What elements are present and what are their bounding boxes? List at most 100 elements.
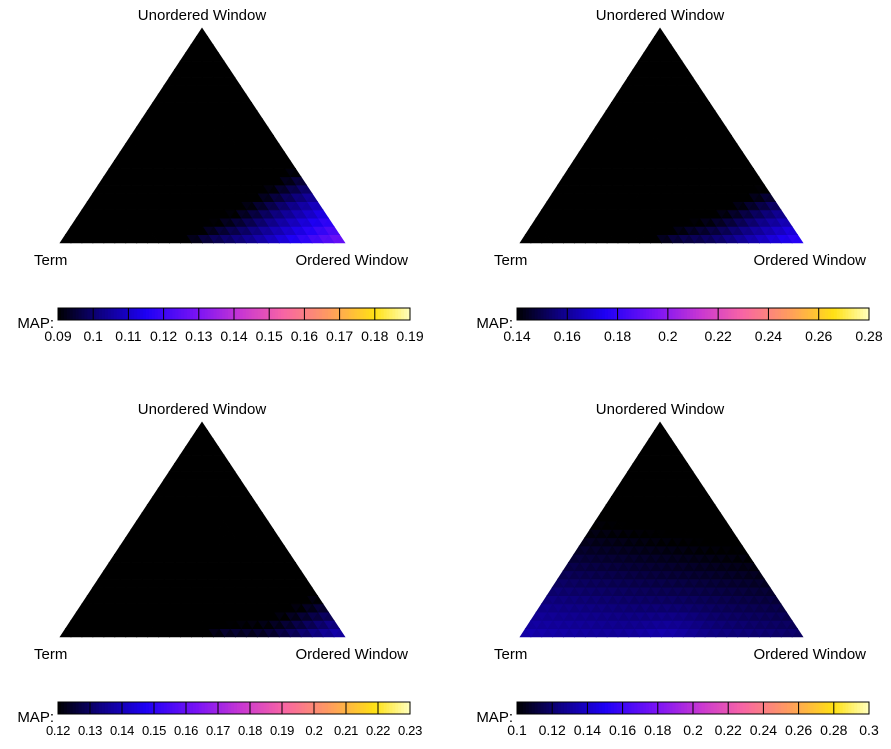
colorbar-segment — [672, 308, 676, 320]
colorbar-segment — [181, 702, 185, 714]
heatmap-cell — [75, 209, 88, 219]
colorbar-segment — [552, 702, 556, 714]
colorbar-segment — [572, 308, 577, 320]
colorbar-segment — [286, 308, 291, 320]
colorbar-segment — [813, 308, 817, 320]
colorbar-segment — [663, 308, 668, 320]
colorbar-segment — [239, 308, 244, 320]
colorbar-segment — [731, 308, 735, 320]
colorbar-segment — [845, 308, 850, 320]
colorbar-segment — [407, 702, 411, 714]
colorbar-segment — [143, 308, 147, 320]
colorbar-tick-label: 0.2 — [683, 722, 703, 738]
colorbar-segment — [602, 308, 606, 320]
colorbar-segment — [789, 702, 794, 714]
colorbar-segment — [93, 702, 97, 714]
colorbar-segment — [678, 308, 682, 320]
heatmap-cell — [643, 437, 656, 448]
heatmap-cell — [174, 454, 187, 464]
colorbar-segment — [363, 308, 367, 320]
colorbar-segment — [169, 702, 173, 714]
colorbar-segment — [280, 702, 285, 714]
heatmap-cell — [92, 578, 105, 588]
colorbar-segment — [616, 308, 621, 320]
heatmap-cells — [519, 421, 804, 638]
heatmap-cell — [648, 429, 661, 439]
colorbar-segment — [757, 308, 762, 320]
colorbar-segment — [572, 702, 577, 714]
colorbar-segment — [734, 308, 738, 320]
colorbar-segment — [628, 702, 632, 714]
colorbar-segment — [555, 308, 559, 320]
colorbar-segment — [330, 702, 335, 714]
colorbar-segment — [754, 308, 759, 320]
colorbar-segment — [72, 308, 77, 320]
colorbar-segment — [801, 308, 806, 320]
colorbar-tick-label: 0.2 — [658, 328, 678, 344]
colorbar-segment — [836, 702, 841, 714]
colorbar-segment — [298, 702, 303, 714]
heatmap-cell — [190, 429, 203, 439]
colorbar-segment — [304, 308, 308, 320]
colorbar-segment — [72, 702, 77, 714]
colorbar-segment — [292, 308, 297, 320]
heatmap-cell — [75, 603, 88, 613]
colorbar-tick-label: 0.23 — [398, 723, 422, 738]
colorbar-segment — [289, 702, 294, 714]
colorbar-segment — [351, 702, 355, 714]
colorbar-segment — [566, 308, 571, 320]
colorbar-segment — [78, 308, 83, 320]
colorbar-segment — [651, 702, 656, 714]
colorbar-segment — [84, 308, 88, 320]
heatmap-cell — [524, 619, 537, 630]
colorbar-segment — [351, 308, 355, 320]
colorbar-segment — [540, 702, 544, 714]
colorbar-segment — [122, 308, 127, 320]
heatmap-cell — [92, 184, 105, 194]
heatmap-cell — [179, 52, 192, 62]
colorbar-segment — [813, 702, 817, 714]
colorbar-segment — [754, 702, 759, 714]
colorbar-segment — [93, 308, 97, 320]
heatmap-cell — [605, 495, 618, 505]
colorbar-segment — [789, 308, 794, 320]
colorbar-segment — [672, 702, 676, 714]
colorbar-segment — [386, 308, 391, 320]
colorbar-segment — [266, 308, 270, 320]
colorbar-segment — [58, 702, 62, 714]
colorbar-segment — [522, 308, 527, 320]
colorbar-segment — [742, 308, 747, 320]
colorbar-segment — [775, 308, 779, 320]
colorbar-tick-label: 0.14 — [220, 328, 247, 344]
heatmap-cell — [174, 60, 187, 70]
colorbar-segment — [392, 308, 396, 320]
colorbar-segment — [154, 308, 159, 320]
colorbar-segment — [96, 308, 100, 320]
heatmap-cell — [562, 168, 575, 178]
colorbar-segment — [786, 702, 791, 714]
colorbar-segment — [234, 308, 238, 320]
heatmap-cell — [594, 118, 607, 128]
colorbar-segment — [525, 702, 530, 714]
colorbar-segment — [531, 308, 536, 320]
heatmap-cell — [610, 487, 623, 497]
colorbar-segment — [383, 702, 388, 714]
colorbar-segment — [739, 702, 744, 714]
colorbar-segment — [695, 702, 700, 714]
colorbar-segment — [289, 308, 294, 320]
colorbar-segment — [374, 308, 379, 320]
colorbar-segment — [599, 702, 603, 714]
colorbar-tick-label: 0.17 — [206, 723, 230, 738]
colorbar-segment — [587, 702, 591, 714]
heatmap-cell — [152, 487, 165, 497]
colorbar-segment — [110, 308, 115, 320]
colorbar-segment — [266, 702, 270, 714]
heatmap-cell — [648, 35, 661, 45]
colorbar-segment — [763, 308, 767, 320]
colorbar-segment — [833, 308, 838, 320]
colorbar-segment — [175, 702, 179, 714]
colorbar-segment — [684, 308, 688, 320]
colorbar-segment — [336, 308, 341, 320]
colorbar-segment — [613, 702, 618, 714]
